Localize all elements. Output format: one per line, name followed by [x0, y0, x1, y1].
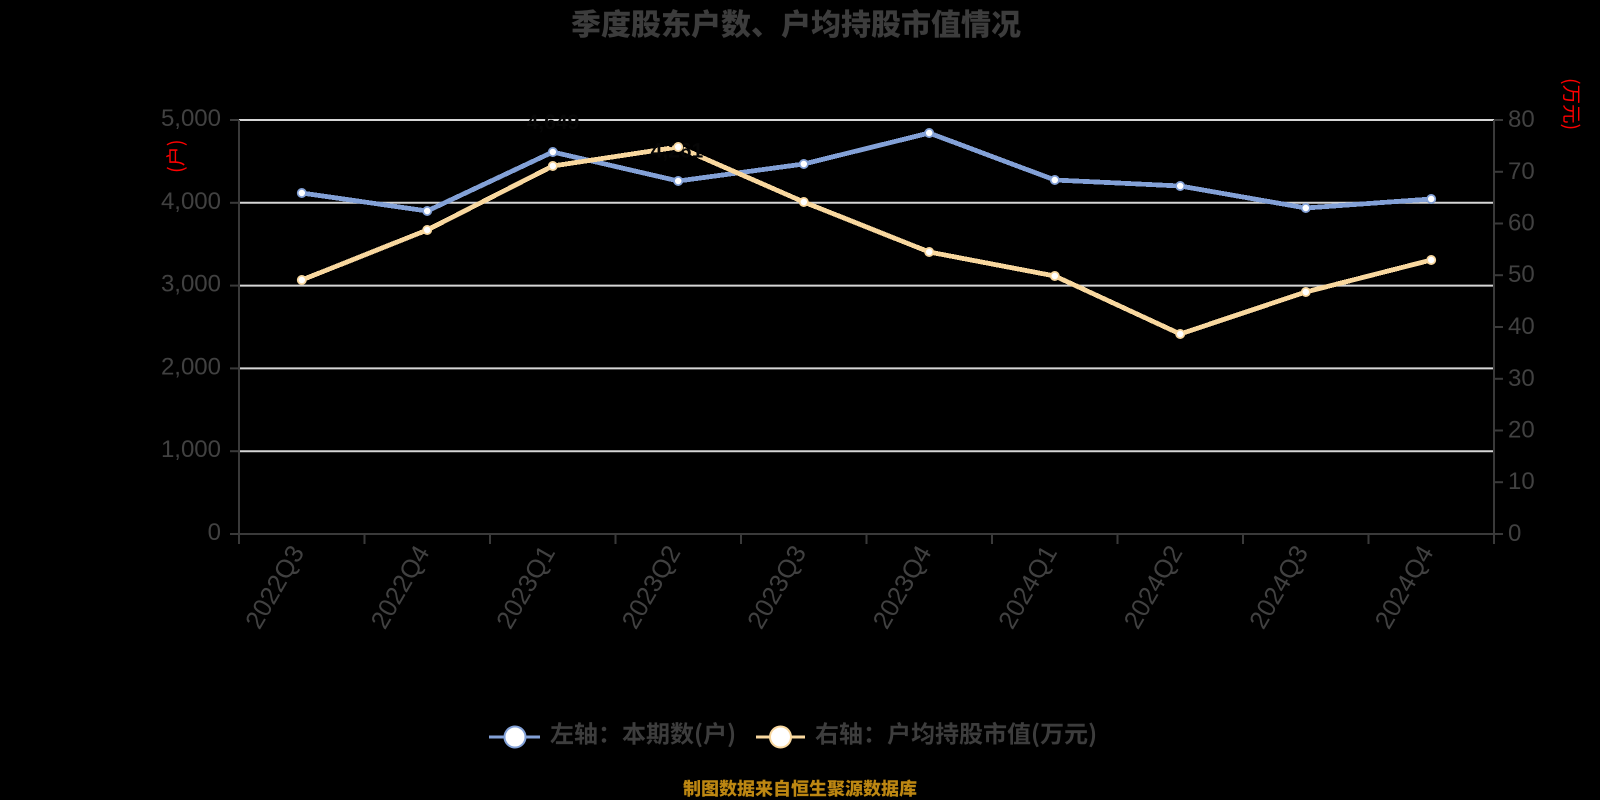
svg-text:4,000: 4,000 [161, 188, 221, 215]
svg-text:70: 70 [1508, 158, 1535, 185]
svg-text:10: 10 [1508, 468, 1535, 495]
svg-text:3,000: 3,000 [161, 271, 221, 298]
svg-text:0: 0 [1508, 520, 1521, 547]
svg-text:80: 80 [1508, 106, 1535, 133]
svg-text:20: 20 [1508, 417, 1535, 444]
svg-text:5,000: 5,000 [161, 105, 221, 132]
svg-text:30: 30 [1508, 365, 1535, 392]
svg-text:60: 60 [1508, 210, 1535, 237]
svg-text:40: 40 [1508, 313, 1535, 340]
svg-text:0: 0 [208, 519, 221, 546]
svg-text:50: 50 [1508, 261, 1535, 288]
svg-text:1,000: 1,000 [161, 436, 221, 463]
svg-text:2,000: 2,000 [161, 353, 221, 380]
